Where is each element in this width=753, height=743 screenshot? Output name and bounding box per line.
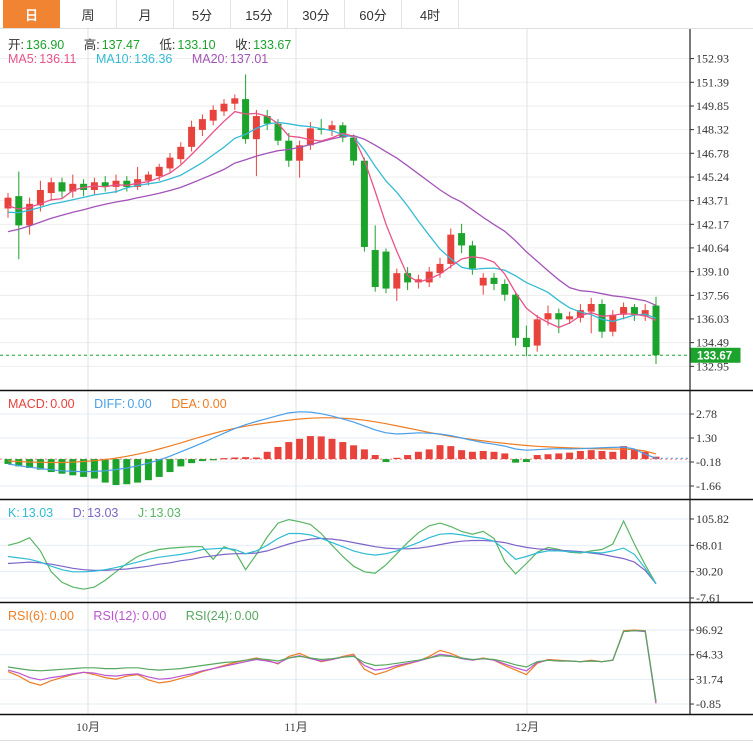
- svg-text:30.20: 30.20: [696, 565, 723, 579]
- tab-4hour[interactable]: 4时: [402, 0, 459, 28]
- svg-text:134.49: 134.49: [696, 336, 729, 350]
- svg-text:133.67: 133.67: [697, 350, 732, 362]
- chart-area[interactable]: 152.93 151.39 149.85 148.32 146.78 145.24 143.…: [0, 29, 753, 743]
- tab-15min[interactable]: 15分: [231, 0, 288, 28]
- price-chart-svg[interactable]: 152.93 151.39 149.85 148.32 146.78 145.24 143.…: [0, 29, 753, 743]
- svg-text:137.56: 137.56: [696, 288, 729, 302]
- svg-text:152.93: 152.93: [696, 52, 729, 66]
- svg-text:11月: 11月: [284, 720, 308, 734]
- svg-text:-1.66: -1.66: [696, 479, 721, 493]
- svg-text:12月: 12月: [515, 720, 539, 734]
- svg-text:-0.18: -0.18: [696, 455, 721, 469]
- svg-text:-7.61: -7.61: [696, 591, 721, 605]
- tab-60min[interactable]: 60分: [345, 0, 402, 28]
- current-price-badge: 133.67: [690, 347, 741, 363]
- svg-text:143.71: 143.71: [696, 194, 729, 208]
- svg-text:148.32: 148.32: [696, 123, 729, 137]
- svg-text:139.10: 139.10: [696, 265, 729, 279]
- svg-text:96.92: 96.92: [696, 623, 723, 637]
- svg-text:31.74: 31.74: [696, 672, 723, 686]
- kdj-panel: [7, 518, 657, 590]
- tab-week[interactable]: 周: [60, 0, 117, 28]
- axis-layer: 152.93 151.39 149.85 148.32 146.78 145.24 143.…: [0, 29, 753, 741]
- rsi-panel: [7, 629, 657, 704]
- svg-text:136.03: 136.03: [696, 312, 729, 326]
- svg-text:1.30: 1.30: [696, 431, 717, 445]
- x-axis-month-labels: 10月 11月 12月: [76, 720, 539, 734]
- tab-day[interactable]: 日: [3, 0, 60, 28]
- interval-tabbar: 日 周 月 5分 15分 30分 60分 4时: [0, 0, 753, 29]
- svg-text:68.01: 68.01: [696, 538, 723, 552]
- svg-text:146.78: 146.78: [696, 146, 729, 160]
- svg-text:149.85: 149.85: [696, 99, 729, 113]
- svg-text:105.82: 105.82: [696, 512, 729, 526]
- svg-text:140.64: 140.64: [696, 241, 729, 255]
- tab-month[interactable]: 月: [117, 0, 174, 28]
- svg-text:142.17: 142.17: [696, 217, 729, 231]
- svg-text:132.95: 132.95: [696, 359, 729, 373]
- tab-5min[interactable]: 5分: [174, 0, 231, 28]
- gridlines-layer: [0, 29, 690, 714]
- svg-text:-0.85: -0.85: [696, 697, 721, 711]
- macd-panel: [0, 411, 690, 486]
- svg-text:10月: 10月: [76, 720, 100, 734]
- svg-text:145.24: 145.24: [696, 170, 729, 184]
- candlestick-panel: [0, 74, 690, 365]
- tab-30min[interactable]: 30分: [288, 0, 345, 28]
- svg-text:64.33: 64.33: [696, 648, 723, 662]
- svg-text:2.78: 2.78: [696, 407, 717, 421]
- svg-text:151.39: 151.39: [696, 75, 729, 89]
